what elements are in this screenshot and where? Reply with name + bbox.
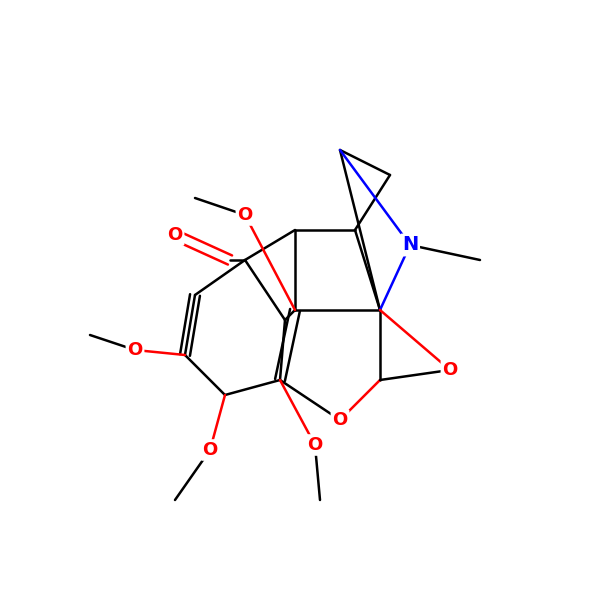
Text: O: O bbox=[332, 411, 347, 429]
Text: O: O bbox=[238, 206, 253, 224]
Text: O: O bbox=[167, 226, 182, 244]
Text: O: O bbox=[127, 341, 143, 359]
Text: N: N bbox=[402, 235, 418, 254]
Text: O: O bbox=[442, 361, 458, 379]
Text: O: O bbox=[202, 441, 218, 459]
Text: O: O bbox=[307, 436, 323, 454]
